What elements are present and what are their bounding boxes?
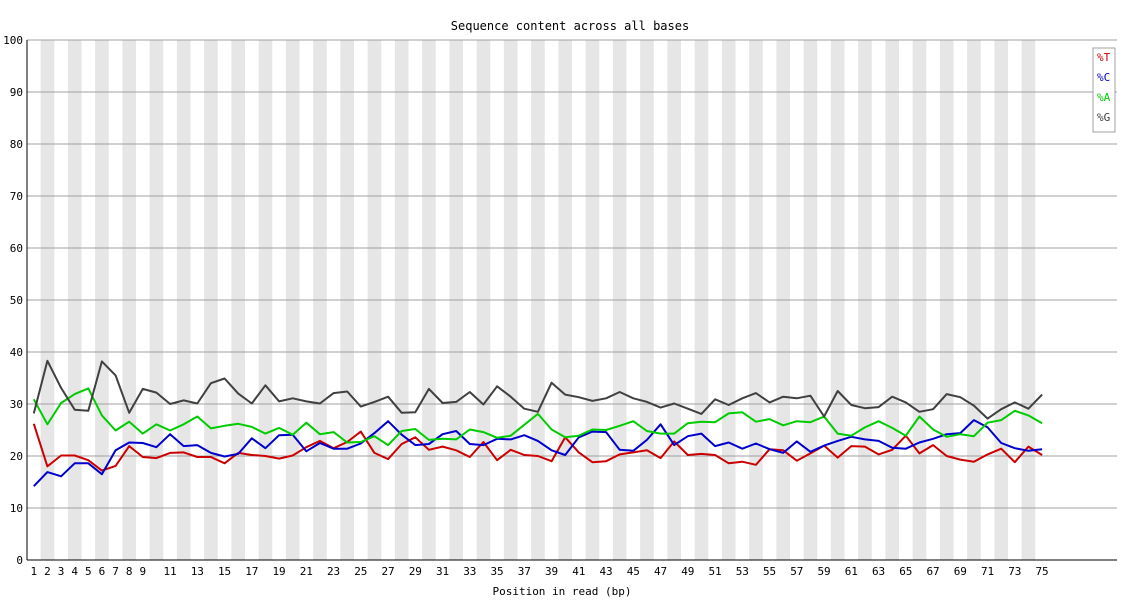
x-tick-label: 69 xyxy=(954,565,967,578)
x-tick-label: 8 xyxy=(126,565,133,578)
x-tick-label: 61 xyxy=(845,565,858,578)
x-tick-label: 73 xyxy=(1008,565,1021,578)
y-tick-label: 50 xyxy=(10,294,23,307)
legend: %T %C %A %G xyxy=(1092,47,1116,133)
y-tick-label: 80 xyxy=(10,138,23,151)
x-tick-label: 59 xyxy=(817,565,830,578)
x-tick-label: 41 xyxy=(572,565,585,578)
x-tick-label: 6 xyxy=(99,565,106,578)
series-line-A xyxy=(32,387,1043,447)
x-tick-label: 47 xyxy=(654,565,667,578)
y-tick-label: 30 xyxy=(10,398,23,411)
y-tick-label: 40 xyxy=(10,346,23,359)
y-tick-label: 100 xyxy=(3,34,23,47)
x-tick-label: 39 xyxy=(545,565,558,578)
legend-entry-A: %A xyxy=(1097,91,1111,104)
legend-entry-G: %G xyxy=(1097,111,1110,124)
x-tick-label: 63 xyxy=(872,565,885,578)
y-tick-label: 10 xyxy=(10,502,23,515)
x-tick-label: 55 xyxy=(763,565,776,578)
axes xyxy=(26,40,1117,561)
x-tick-label: 15 xyxy=(218,565,231,578)
series-lines xyxy=(32,359,1043,487)
x-tick-label: 2 xyxy=(44,565,51,578)
x-tick-labels: 1 2 3 4 5 6 7 8 9 11 13 15 17 19 21 23 25 27 29 31 33 35 37 39 4… xyxy=(31,565,1049,578)
x-tick-label: 75 xyxy=(1035,565,1048,578)
x-tick-label: 57 xyxy=(790,565,803,578)
x-tick-label: 45 xyxy=(627,565,640,578)
y-tick-label: 20 xyxy=(10,450,23,463)
x-tick-label: 13 xyxy=(191,565,204,578)
x-tick-label: 9 xyxy=(140,565,147,578)
x-tick-label: 4 xyxy=(71,565,78,578)
legend-entry-C: %C xyxy=(1097,71,1110,84)
y-tick-labels: 0 10 20 30 40 50 60 70 80 90 100 xyxy=(3,34,23,567)
y-tick-label: 70 xyxy=(10,190,23,203)
x-tick-label: 11 xyxy=(163,565,176,578)
x-tick-label: 35 xyxy=(490,565,503,578)
x-tick-label: 5 xyxy=(85,565,92,578)
x-tick-label: 37 xyxy=(518,565,531,578)
x-tick-label: 7 xyxy=(112,565,119,578)
series-line-C xyxy=(33,419,1043,487)
series-line-T xyxy=(32,423,1043,472)
x-axis-label: Position in read (bp) xyxy=(492,585,631,598)
legend-box xyxy=(1092,47,1116,133)
x-tick-label: 65 xyxy=(899,565,912,578)
x-tick-label: 51 xyxy=(708,565,721,578)
chart-title: Sequence content across all bases xyxy=(451,19,689,33)
y-tick-label: 90 xyxy=(10,86,23,99)
series-line-G xyxy=(32,359,1043,420)
x-tick-label: 3 xyxy=(58,565,65,578)
x-tick-label: 49 xyxy=(681,565,694,578)
x-tick-label: 53 xyxy=(736,565,749,578)
x-tick-label: 23 xyxy=(327,565,340,578)
x-tick-label: 17 xyxy=(245,565,258,578)
y-tick-label: 60 xyxy=(10,242,23,255)
x-tick-label: 19 xyxy=(272,565,285,578)
x-tick-label: 33 xyxy=(463,565,476,578)
x-tick-label: 29 xyxy=(409,565,422,578)
x-tick-label: 27 xyxy=(381,565,394,578)
legend-entry-T: %T xyxy=(1097,51,1111,64)
x-tick-label: 71 xyxy=(981,565,994,578)
y-tick-label: 0 xyxy=(16,554,23,567)
x-tick-label: 67 xyxy=(926,565,939,578)
x-tick-label: 1 xyxy=(31,565,38,578)
x-tick-label: 43 xyxy=(599,565,612,578)
x-tick-label: 31 xyxy=(436,565,449,578)
x-tick-label: 25 xyxy=(354,565,367,578)
x-tick-label: 21 xyxy=(300,565,313,578)
